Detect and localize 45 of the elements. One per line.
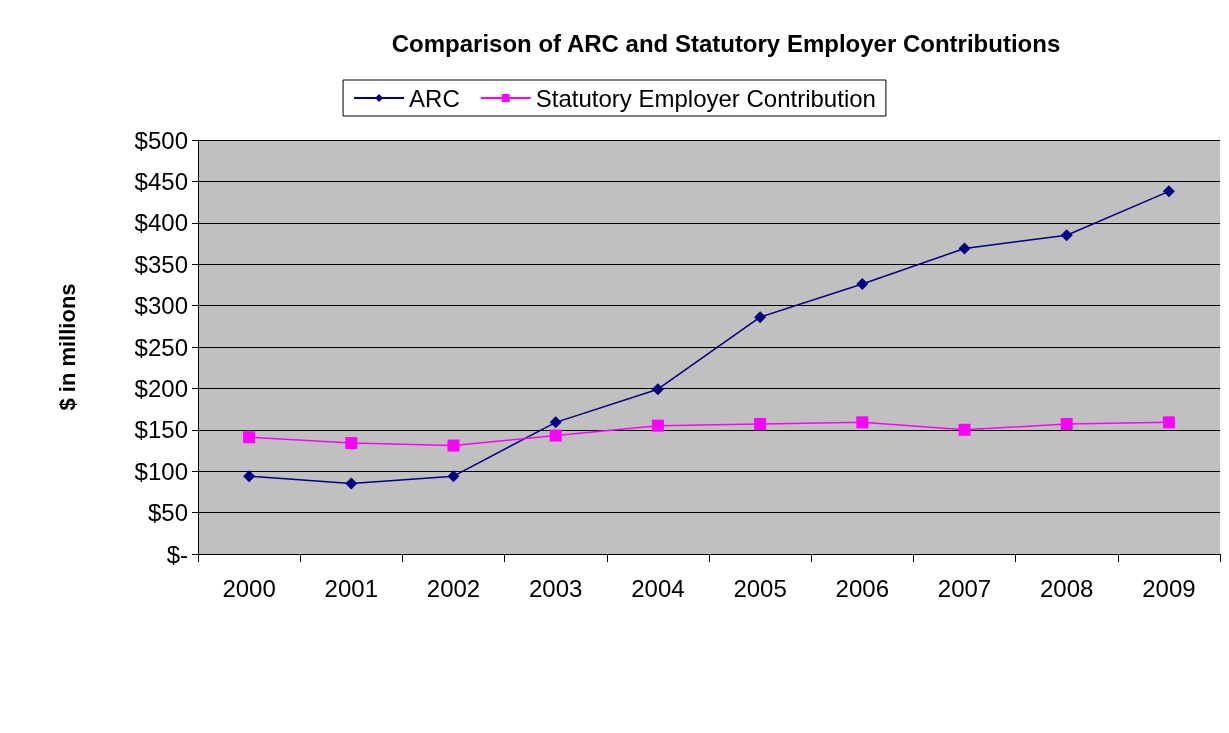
- x-tick-label: 2002: [426, 574, 481, 602]
- y-tick-label: $50: [147, 499, 188, 527]
- point: [243, 470, 256, 483]
- x-tick-label: 2004: [631, 574, 685, 602]
- y-tick-label: $100: [134, 457, 188, 485]
- point: [856, 416, 869, 429]
- point: [856, 278, 869, 291]
- point: [243, 431, 256, 444]
- point: [447, 439, 460, 452]
- y-axis-title: $ in millions: [54, 283, 80, 411]
- x-tick-label: 2005: [733, 574, 787, 602]
- point: [447, 470, 460, 483]
- point: [345, 437, 358, 450]
- point: [651, 419, 664, 432]
- x-tick-label: 2007: [937, 574, 992, 602]
- point: [958, 242, 971, 255]
- y-tick-label: $450: [134, 167, 188, 195]
- point: [345, 477, 358, 490]
- point: [1162, 185, 1175, 198]
- point: [754, 311, 767, 324]
- y-tick-label: $300: [134, 292, 188, 320]
- x-tick-label: 2001: [324, 574, 378, 602]
- y-tick-label: $250: [134, 333, 188, 361]
- x-tick-label: 2006: [835, 574, 889, 602]
- point: [958, 423, 971, 436]
- y-tick-label: $200: [134, 374, 188, 402]
- legend-label: Statutory Employer Contribution: [535, 84, 876, 112]
- y-tick-label: $150: [134, 416, 188, 444]
- y-tick-label: $-: [166, 540, 188, 568]
- point: [1060, 229, 1073, 242]
- point: [651, 383, 664, 396]
- point: [1162, 416, 1175, 429]
- chart-title: Comparison of ARC and Statutory Employer Contributions: [391, 29, 1061, 57]
- y-tick-label: $350: [134, 250, 188, 278]
- point: [549, 416, 562, 429]
- x-tick-label: 2000: [222, 574, 276, 602]
- y-tick-label: $400: [134, 209, 188, 237]
- x-tick-label: 2003: [529, 574, 583, 602]
- x-tick-label: 2008: [1040, 574, 1094, 602]
- point: [1060, 418, 1073, 430]
- x-tick-label: 2009: [1142, 574, 1196, 602]
- point: [549, 429, 562, 442]
- point: [754, 418, 767, 430]
- y-tick-label: $500: [134, 126, 188, 154]
- legend-label: ARC: [409, 84, 460, 112]
